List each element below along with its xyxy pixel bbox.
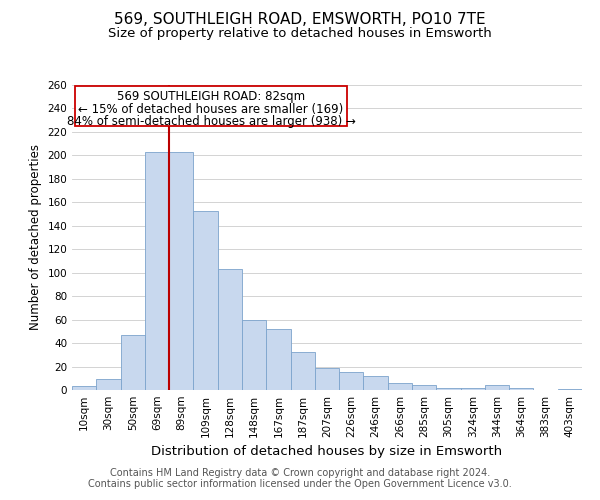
FancyBboxPatch shape <box>74 86 347 126</box>
Bar <box>485 386 509 390</box>
Bar <box>169 152 193 390</box>
Bar <box>509 388 533 390</box>
Bar <box>412 386 436 390</box>
Text: Contains public sector information licensed under the Open Government Licence v3: Contains public sector information licen… <box>88 479 512 489</box>
Bar <box>72 386 96 390</box>
Bar <box>461 388 485 390</box>
Bar <box>290 352 315 390</box>
Bar <box>558 389 582 390</box>
Text: 84% of semi-detached houses are larger (938) →: 84% of semi-detached houses are larger (… <box>67 116 355 128</box>
Bar <box>339 372 364 390</box>
Bar <box>145 152 169 390</box>
Bar <box>121 335 145 390</box>
Y-axis label: Number of detached properties: Number of detached properties <box>29 144 42 330</box>
Bar <box>193 210 218 390</box>
Bar <box>242 320 266 390</box>
Text: Size of property relative to detached houses in Emsworth: Size of property relative to detached ho… <box>108 28 492 40</box>
Bar <box>436 388 461 390</box>
Bar <box>96 380 121 390</box>
Bar <box>218 269 242 390</box>
Bar <box>315 368 339 390</box>
Bar <box>364 376 388 390</box>
Text: Contains HM Land Registry data © Crown copyright and database right 2024.: Contains HM Land Registry data © Crown c… <box>110 468 490 477</box>
Text: 569 SOUTHLEIGH ROAD: 82sqm: 569 SOUTHLEIGH ROAD: 82sqm <box>117 90 305 102</box>
Bar <box>388 383 412 390</box>
Bar <box>266 329 290 390</box>
X-axis label: Distribution of detached houses by size in Emsworth: Distribution of detached houses by size … <box>151 446 503 458</box>
Text: ← 15% of detached houses are smaller (169): ← 15% of detached houses are smaller (16… <box>79 102 344 116</box>
Text: 569, SOUTHLEIGH ROAD, EMSWORTH, PO10 7TE: 569, SOUTHLEIGH ROAD, EMSWORTH, PO10 7TE <box>114 12 486 28</box>
